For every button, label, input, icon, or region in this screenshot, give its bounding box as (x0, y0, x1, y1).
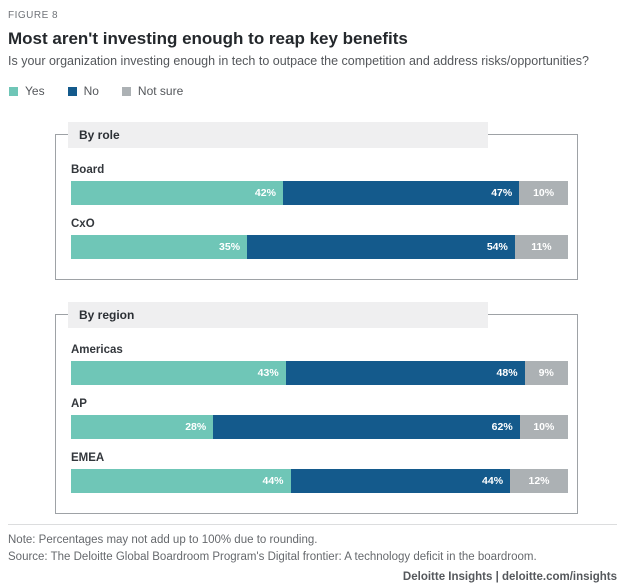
bar-row-board: Board 42% 47% 10% (71, 163, 568, 205)
value-label: 62% (491, 421, 513, 433)
category-label: Americas (71, 344, 123, 356)
bar-segment-not-sure: 10% (519, 415, 568, 439)
yes-swatch-icon (9, 86, 18, 96)
value-label: 47% (491, 187, 513, 199)
panel-header-by-role: By role (68, 122, 488, 148)
panel-title: By role (79, 128, 120, 142)
bar-segment-no: 62% (213, 415, 520, 439)
bar-segment-yes: 43% (71, 361, 286, 385)
panel-header-by-region: By region (68, 302, 488, 328)
value-label: 48% (496, 367, 518, 379)
legend-label: Not sure (137, 84, 184, 98)
footer-brand: Deloitte Insights | deloitte.com/insight… (402, 571, 617, 583)
not-sure-swatch-icon (121, 86, 131, 96)
bar-segment-not-sure: 11% (514, 235, 568, 259)
figure-subtitle: Is your organization investing enough in… (8, 54, 589, 68)
bar-segment-not-sure: 9% (524, 361, 568, 385)
bar-segment-no: 44% (290, 469, 511, 493)
note-text: Note: Percentages may not add up to 100%… (8, 534, 318, 546)
bar-row-americas: Americas 43% 48% 9% (71, 343, 568, 385)
stacked-bar-cxo: 35% 54% 11% (71, 235, 568, 259)
bar-segment-yes: 42% (71, 181, 283, 205)
bar-segment-yes: 35% (71, 235, 248, 259)
no-swatch-icon (67, 86, 77, 96)
bar-segment-no: 54% (247, 235, 515, 259)
panel-title: By region (79, 308, 135, 322)
bar-row-emea: EMEA 44% 44% 12% (71, 451, 568, 493)
bar-row-ap: AP 28% 62% 10% (71, 397, 568, 439)
value-label: 35% (219, 241, 241, 253)
figure-label: FIGURE 8 (8, 10, 59, 21)
bar-segment-yes: 44% (71, 469, 291, 493)
value-label: 12% (528, 475, 550, 487)
legend-item-not-sure: Not sure (121, 84, 184, 98)
legend-label: No (83, 84, 99, 98)
bar-segment-not-sure: 10% (519, 181, 568, 205)
footer-separator (8, 524, 617, 525)
category-label: EMEA (71, 452, 105, 464)
value-label: 44% (482, 475, 504, 487)
bar-segment-no: 47% (282, 181, 520, 205)
value-label: 44% (262, 475, 284, 487)
value-label: 9% (538, 367, 554, 379)
value-label: 28% (185, 421, 207, 433)
value-label: 42% (254, 187, 276, 199)
bar-segment-yes: 28% (71, 415, 214, 439)
stacked-bar-ap: 28% 62% 10% (71, 415, 568, 439)
legend-item-yes: Yes (9, 84, 45, 98)
category-label: CxO (71, 218, 95, 230)
bar-segment-not-sure: 12% (510, 469, 568, 493)
value-label: 54% (486, 241, 508, 253)
chart-panel-by-region: By region Americas 43% 48% 9% AP 28% 62% 10% EMEA… (55, 302, 578, 514)
value-label: 11% (531, 241, 552, 253)
bar-segment-no: 48% (285, 361, 525, 385)
stacked-bar-emea: 44% 44% 12% (71, 469, 568, 493)
chart-sections: By role Board 42% 47% 10% CxO 35% 54% 11% By regi… (8, 122, 617, 514)
source-text: Source: The Deloitte Global Boardroom Pr… (8, 551, 537, 563)
value-label: 10% (533, 421, 555, 433)
legend-label: Yes (25, 84, 45, 98)
category-label: Board (71, 164, 105, 176)
chart-panel-by-role: By role Board 42% 47% 10% CxO 35% 54% 11% (55, 122, 578, 280)
page-title: Most aren't investing enough to reap key… (8, 29, 408, 48)
legend: Yes No Not sure (9, 84, 617, 98)
bar-row-cxo: CxO 35% 54% 11% (71, 217, 568, 259)
value-label: 43% (257, 367, 279, 379)
value-label: 10% (533, 187, 555, 199)
stacked-bar-americas: 43% 48% 9% (71, 361, 568, 385)
legend-item-no: No (67, 84, 99, 98)
category-label: AP (71, 398, 87, 410)
stacked-bar-board: 42% 47% 10% (71, 181, 568, 205)
